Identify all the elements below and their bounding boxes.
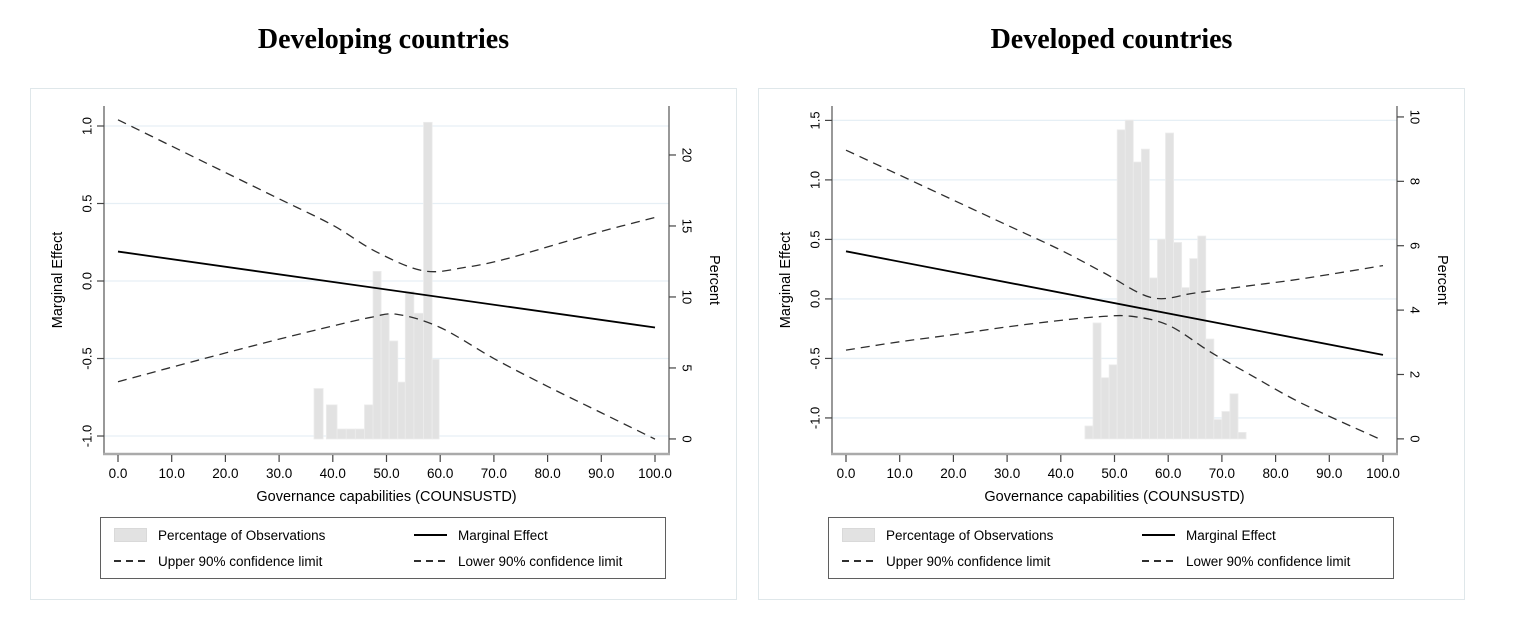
legend-item-label: Marginal Effect bbox=[458, 527, 548, 543]
svg-text:0.5: 0.5 bbox=[808, 230, 823, 248]
svg-text:30.0: 30.0 bbox=[994, 466, 1020, 481]
svg-text:0.0: 0.0 bbox=[109, 466, 128, 481]
svg-text:90.0: 90.0 bbox=[588, 466, 614, 481]
svg-text:30.0: 30.0 bbox=[266, 466, 292, 481]
svg-text:40.0: 40.0 bbox=[1048, 466, 1074, 481]
svg-text:Percent: Percent bbox=[1434, 255, 1450, 305]
svg-text:15: 15 bbox=[679, 219, 694, 233]
svg-text:50.0: 50.0 bbox=[373, 466, 399, 481]
figure-developing: -1.0 -0.5 0.0 0.5 1.0 0 5 10 15 20 0.0 10.0 20.0 30.0… bbox=[30, 88, 737, 600]
svg-text:10: 10 bbox=[679, 290, 694, 304]
svg-text:0.0: 0.0 bbox=[837, 466, 856, 481]
svg-text:Governance capabilities (COUNS: Governance capabilities (COUNSUSTD) bbox=[984, 489, 1244, 505]
legend-dash-line-icon bbox=[414, 560, 447, 562]
svg-text:Percent: Percent bbox=[706, 255, 722, 305]
svg-text:10: 10 bbox=[1407, 110, 1422, 124]
svg-text:Marginal Effect: Marginal Effect bbox=[778, 232, 794, 328]
svg-text:20: 20 bbox=[679, 148, 694, 162]
svg-text:0.5: 0.5 bbox=[80, 194, 95, 212]
svg-text:90.0: 90.0 bbox=[1316, 466, 1342, 481]
svg-text:1.0: 1.0 bbox=[808, 171, 823, 189]
svg-text:1.0: 1.0 bbox=[80, 117, 95, 135]
legend-dash-line-icon bbox=[1142, 560, 1175, 562]
legend-histogram-swatch-icon bbox=[842, 528, 875, 542]
svg-text:5: 5 bbox=[679, 364, 694, 371]
svg-text:10.0: 10.0 bbox=[887, 466, 913, 481]
legend-item-label: Upper 90% confidence limit bbox=[886, 553, 1051, 569]
legend-item-label: Marginal Effect bbox=[1186, 527, 1276, 543]
svg-text:0: 0 bbox=[679, 435, 694, 442]
legend-item-label: Percentage of Observations bbox=[886, 527, 1054, 543]
svg-text:60.0: 60.0 bbox=[427, 466, 453, 481]
svg-text:2: 2 bbox=[1407, 371, 1422, 378]
svg-text:0.0: 0.0 bbox=[80, 272, 95, 290]
svg-text:60.0: 60.0 bbox=[1155, 466, 1181, 481]
legend-item-label: Percentage of Observations bbox=[158, 527, 326, 543]
figure-developed: -1.0 -0.5 0.0 0.5 1.0 1.5 0 2 4 6 8 10 0.0 10.0 20.0 30… bbox=[758, 88, 1465, 600]
svg-text:0: 0 bbox=[1407, 435, 1422, 442]
svg-text:-1.0: -1.0 bbox=[808, 407, 823, 429]
svg-text:70.0: 70.0 bbox=[1209, 466, 1235, 481]
chart-title-developing: Developing countries bbox=[257, 24, 510, 55]
svg-text:100.0: 100.0 bbox=[1366, 466, 1400, 481]
svg-text:50.0: 50.0 bbox=[1101, 466, 1127, 481]
svg-text:Governance capabilities (COUNS: Governance capabilities (COUNSUSTD) bbox=[256, 489, 516, 505]
svg-text:0.0: 0.0 bbox=[808, 290, 823, 308]
svg-text:6: 6 bbox=[1407, 242, 1422, 249]
chart-title-developed: Developed countries bbox=[990, 24, 1233, 55]
svg-text:20.0: 20.0 bbox=[940, 466, 966, 481]
legend-histogram-swatch-icon bbox=[114, 528, 147, 542]
svg-text:70.0: 70.0 bbox=[481, 466, 507, 481]
svg-text:1.5: 1.5 bbox=[808, 111, 823, 129]
legend-box: Percentage of Observations Marginal Effe… bbox=[100, 517, 666, 579]
svg-text:10.0: 10.0 bbox=[159, 466, 185, 481]
legend-dash-line-icon bbox=[114, 560, 147, 562]
svg-text:100.0: 100.0 bbox=[638, 466, 672, 481]
legend-item-label: Upper 90% confidence limit bbox=[158, 553, 323, 569]
svg-text:-1.0: -1.0 bbox=[80, 425, 95, 447]
plot-area-developing: -1.0 -0.5 0.0 0.5 1.0 0 5 10 15 20 0.0 10.0 20.0 30.0… bbox=[50, 106, 722, 505]
legend-solid-line-icon bbox=[414, 534, 447, 536]
svg-text:20.0: 20.0 bbox=[212, 466, 238, 481]
svg-text:-0.5: -0.5 bbox=[808, 347, 823, 369]
svg-text:-0.5: -0.5 bbox=[80, 347, 95, 369]
svg-text:4: 4 bbox=[1407, 306, 1422, 313]
legend-box: Percentage of Observations Marginal Effe… bbox=[828, 517, 1394, 579]
svg-text:Marginal Effect: Marginal Effect bbox=[50, 232, 66, 328]
legend-item-label: Lower 90% confidence limit bbox=[458, 553, 623, 569]
legend-item-label: Lower 90% confidence limit bbox=[1186, 553, 1351, 569]
svg-text:80.0: 80.0 bbox=[534, 466, 560, 481]
svg-text:40.0: 40.0 bbox=[320, 466, 346, 481]
legend-solid-line-icon bbox=[1142, 534, 1175, 536]
svg-text:8: 8 bbox=[1407, 178, 1422, 185]
legend-dash-line-icon bbox=[842, 560, 875, 562]
svg-text:80.0: 80.0 bbox=[1262, 466, 1288, 481]
